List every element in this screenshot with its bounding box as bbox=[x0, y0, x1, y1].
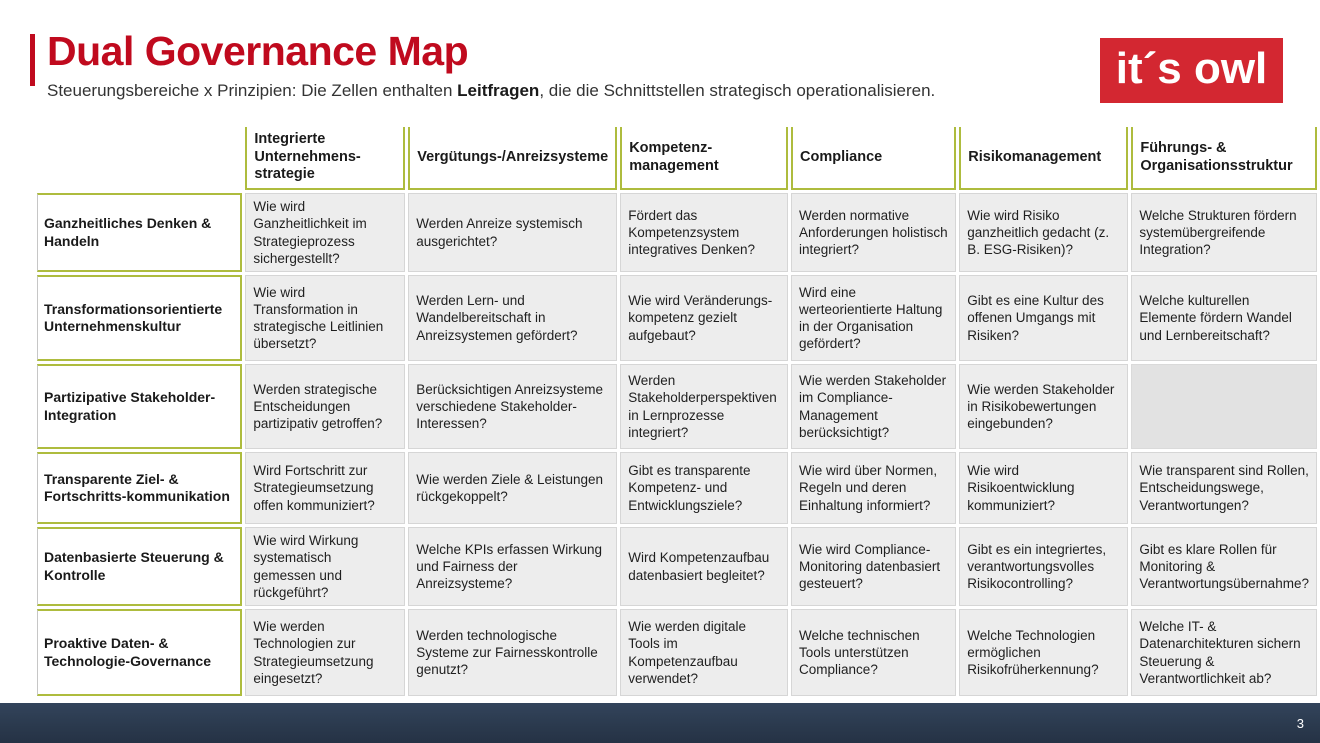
column-header-anreizsysteme: Vergütungs-/Anreizsysteme bbox=[408, 127, 618, 191]
subtitle: Steuerungsbereiche x Prinzipien: Die Zel… bbox=[47, 80, 935, 102]
table-row: Datenbasierte Steuerung & Kontrolle Wie … bbox=[37, 527, 1317, 607]
page-title: Dual Governance Map bbox=[47, 28, 469, 74]
table-row: Partizipative Stakeholder-Integration We… bbox=[37, 364, 1317, 450]
column-header-kompetenzmanagement: Kompetenz-management bbox=[620, 127, 789, 191]
row-header-ganzheitliches-denken: Ganzheitliches Denken & Handeln bbox=[37, 193, 243, 273]
matrix-cell: Fördert das Kompetenzsystem integratives… bbox=[620, 193, 789, 273]
matrix-cell: Wie werden Ziele & Leistungen rückgekopp… bbox=[408, 452, 618, 525]
matrix-cell: Wie wird Risiko ganzheitlich gedacht (z.… bbox=[959, 193, 1129, 273]
matrix-cell: Wie wird Compliance-Monitoring datenbasi… bbox=[791, 527, 957, 607]
matrix-cell: Wird Kompetenzaufbau datenbasiert beglei… bbox=[620, 527, 789, 607]
matrix-cell: Welche IT- & Datenarchitekturen sichern … bbox=[1131, 609, 1317, 697]
its-owl-logo: it´s owl bbox=[1100, 38, 1283, 103]
matrix-cell: Welche KPIs erfassen Wirkung und Fairnes… bbox=[408, 527, 618, 607]
title-accent-bar bbox=[30, 34, 35, 86]
matrix-cell: Berücksichtigen Anreizsysteme verschiede… bbox=[408, 364, 618, 450]
row-header-datenbasierte-steuerung: Datenbasierte Steuerung & Kontrolle bbox=[37, 527, 243, 607]
table-row: Transparente Ziel- & Fortschritts-kommun… bbox=[37, 452, 1317, 525]
matrix-cell: Welche kulturellen Elemente fördern Wand… bbox=[1131, 275, 1317, 362]
matrix-cell: Welche technischen Tools unterstützen Co… bbox=[791, 609, 957, 697]
matrix-cell: Wie transparent sind Rollen, Entscheidun… bbox=[1131, 452, 1317, 525]
table-row: Ganzheitliches Denken & Handeln Wie wird… bbox=[37, 193, 1317, 273]
matrix-cell: Werden Stakeholderperspektiven in Lernpr… bbox=[620, 364, 789, 450]
column-header-organisationsstruktur: Führungs- & Organisationsstruktur bbox=[1131, 127, 1317, 191]
matrix-cell: Wie wird über Normen, Regeln und deren E… bbox=[791, 452, 957, 525]
matrix-cell: Wie werden Stakeholder in Risikobewertun… bbox=[959, 364, 1129, 450]
subtitle-suffix: , die die Schnittstellen strategisch ope… bbox=[539, 81, 936, 100]
row-header-fortschrittskommunikation: Transparente Ziel- & Fortschritts-kommun… bbox=[37, 452, 243, 525]
footer-bar: 3 bbox=[0, 703, 1320, 743]
subtitle-prefix: Steuerungsbereiche x Prinzipien: Die Zel… bbox=[47, 81, 458, 100]
governance-matrix-table: Integrierte Unternehmens-strategie Vergü… bbox=[34, 124, 1320, 699]
column-header-risikomanagement: Risikomanagement bbox=[959, 127, 1129, 191]
matrix-cell: Wie werden digitale Tools im Kompetenzau… bbox=[620, 609, 789, 697]
matrix-cell: Gibt es transparente Kompetenz- und Entw… bbox=[620, 452, 789, 525]
matrix-cell: Werden technologische Systeme zur Fairne… bbox=[408, 609, 618, 697]
column-header-compliance: Compliance bbox=[791, 127, 957, 191]
matrix-cell: Wird Fortschritt zur Strategieumsetzung … bbox=[245, 452, 406, 525]
matrix-cell: Werden strategische Entscheidungen parti… bbox=[245, 364, 406, 450]
matrix-cell: Welche Technologien ermöglichen Risikofr… bbox=[959, 609, 1129, 697]
corner-cell bbox=[37, 127, 243, 191]
matrix-cell: Werden normative Anforderungen holistisc… bbox=[791, 193, 957, 273]
matrix-cell: Welche Strukturen fördern systemübergrei… bbox=[1131, 193, 1317, 273]
table-row: Transformationsorientierte Unternehmensk… bbox=[37, 275, 1317, 362]
subtitle-bold-term: Leitfragen bbox=[457, 81, 540, 100]
matrix-cell: Gibt es klare Rollen für Monitoring & Ve… bbox=[1131, 527, 1317, 607]
matrix-cell: Wie wird Transformation in strategische … bbox=[245, 275, 406, 362]
row-header-stakeholder-integration: Partizipative Stakeholder-Integration bbox=[37, 364, 243, 450]
its-owl-logo-text: it´s owl bbox=[1115, 43, 1268, 93]
matrix-cell: Wie werden Technologien zur Strategieums… bbox=[245, 609, 406, 697]
column-header-row: Integrierte Unternehmens-strategie Vergü… bbox=[37, 127, 1317, 191]
table-row: Proaktive Daten- & Technologie-Governanc… bbox=[37, 609, 1317, 697]
row-header-unternehmenskultur: Transformationsorientierte Unternehmensk… bbox=[37, 275, 243, 362]
matrix-cell: Wie wird Ganzheitlichkeit im Strategiepr… bbox=[245, 193, 406, 273]
row-header-technologie-governance: Proaktive Daten- & Technologie-Governanc… bbox=[37, 609, 243, 697]
matrix-cell: Gibt es eine Kultur des offenen Umgangs … bbox=[959, 275, 1129, 362]
matrix-cell: Werden Lern- und Wandelbereitschaft in A… bbox=[408, 275, 618, 362]
matrix-cell: Wie wird Wirkung systematisch gemessen u… bbox=[245, 527, 406, 607]
matrix-cell: Wird eine werteorientierte Haltung in de… bbox=[791, 275, 957, 362]
matrix-cell: Wie wird Veränderungs-kompetenz gezielt … bbox=[620, 275, 789, 362]
matrix-cell: Gibt es ein integriertes, verantwortungs… bbox=[959, 527, 1129, 607]
matrix-cell: Werden Anreize systemisch ausgerichtet? bbox=[408, 193, 618, 273]
matrix-cell: Wie wird Risikoentwicklung kommuniziert? bbox=[959, 452, 1129, 525]
matrix-cell-empty bbox=[1131, 364, 1317, 450]
matrix-cell: Wie werden Stakeholder im Compliance-Man… bbox=[791, 364, 957, 450]
column-header-strategie: Integrierte Unternehmens-strategie bbox=[245, 127, 406, 191]
page-number: 3 bbox=[1296, 715, 1304, 731]
